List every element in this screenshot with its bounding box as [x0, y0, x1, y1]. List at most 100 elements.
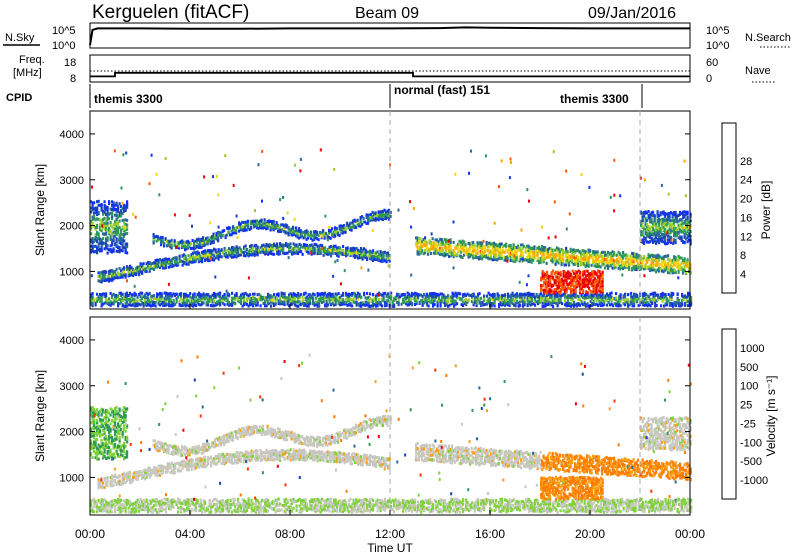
heatmap-cell	[96, 223, 99, 227]
heatmap-cell	[574, 276, 577, 280]
heatmap-cell	[595, 285, 598, 289]
heatmap-cell	[661, 299, 664, 303]
heatmap-cell	[537, 299, 540, 303]
heatmap-cell	[367, 213, 370, 217]
heatmap-cell	[267, 250, 270, 254]
heatmap-cell	[414, 294, 417, 298]
heatmap-cell	[337, 302, 340, 306]
nave-tick-bottom: 0	[706, 73, 712, 85]
heatmap-cell	[573, 276, 576, 280]
heatmap-cell	[186, 303, 189, 307]
heatmap-cell	[553, 298, 556, 302]
heatmap-cell	[583, 296, 586, 300]
heatmap-cell	[576, 278, 579, 282]
heatmap-cell	[259, 296, 262, 300]
heatmap-cell	[538, 299, 541, 303]
heatmap-cell	[670, 264, 673, 268]
heatmap-cell	[295, 229, 298, 233]
heatmap-cell	[202, 297, 205, 301]
heatmap-cell	[463, 244, 466, 248]
heatmap-cell	[261, 298, 264, 302]
heatmap-cell	[527, 260, 530, 264]
heatmap-cell	[234, 296, 237, 300]
heatmap-cell	[585, 277, 588, 281]
heatmap-cell	[391, 302, 394, 306]
heatmap-cell	[162, 301, 165, 304]
heatmap-cell	[202, 250, 205, 253]
heatmap-cell	[631, 259, 634, 263]
heatmap-cell	[446, 252, 449, 256]
heatmap-cell	[313, 230, 316, 234]
heatmap-cell	[683, 260, 686, 264]
heatmap-cell	[352, 297, 355, 301]
heatmap-cell	[478, 297, 481, 301]
heatmap-cell	[561, 302, 564, 306]
heatmap-cell	[647, 257, 650, 261]
heatmap-cell	[130, 268, 133, 272]
heatmap-cell	[142, 262, 145, 266]
heatmap-cell	[685, 271, 688, 275]
heatmap-cell	[597, 298, 600, 302]
heatmap-cell	[365, 213, 368, 217]
heatmap-cell	[148, 291, 151, 295]
heatmap-cell	[360, 295, 363, 299]
heatmap-cell	[105, 207, 108, 211]
heatmap-cell	[249, 244, 252, 248]
heatmap-cell	[126, 294, 129, 298]
heatmap-cell	[295, 243, 298, 247]
heatmap-cell	[593, 264, 596, 268]
heatmap-cell	[682, 298, 685, 302]
heatmap-cell	[683, 269, 686, 273]
heatmap-cell	[381, 259, 384, 263]
heatmap-cell	[508, 294, 511, 298]
heatmap-cell	[229, 250, 232, 254]
heatmap-cell	[340, 294, 343, 298]
heatmap-cell	[324, 251, 327, 255]
heatmap-cell	[153, 264, 156, 268]
heatmap-cell	[153, 294, 156, 298]
heatmap-cell	[340, 252, 343, 256]
heatmap-cell	[265, 244, 268, 248]
heatmap-cell	[619, 299, 622, 303]
heatmap-cell	[141, 297, 144, 300]
heatmap-cell	[619, 293, 622, 297]
heatmap-cell	[121, 267, 124, 271]
heatmap-cell	[604, 294, 607, 298]
heatmap-cell	[334, 230, 337, 234]
heatmap-cell	[536, 246, 539, 250]
heatmap-cell	[673, 300, 676, 304]
heatmap-cell	[292, 295, 295, 299]
heatmap-cell	[565, 275, 568, 278]
heatmap-cell	[244, 223, 247, 227]
heatmap-cell	[147, 296, 150, 300]
heatmap-cell	[564, 294, 567, 298]
heatmap-cell	[165, 291, 168, 295]
heatmap-cell	[352, 300, 355, 304]
heatmap-cell	[553, 293, 556, 297]
heatmap-cell	[120, 273, 123, 277]
heatmap-cell	[445, 242, 448, 246]
heatmap-cell	[291, 301, 294, 305]
heatmap-cell	[247, 296, 250, 300]
heatmap-cell	[586, 273, 589, 277]
heatmap-cell	[564, 278, 567, 282]
heatmap-cell	[336, 293, 339, 297]
heatmap-cell	[237, 297, 240, 301]
heatmap-cell	[469, 253, 472, 257]
heatmap-cell	[433, 303, 436, 307]
heatmap-cell	[301, 297, 304, 301]
heatmap-cell	[553, 255, 556, 259]
heatmap-cell	[257, 220, 260, 224]
heatmap-cell	[212, 236, 215, 240]
heatmap-cell	[360, 256, 363, 260]
heatmap-cell	[274, 302, 277, 306]
heatmap-cell	[490, 242, 493, 246]
heatmap-cell	[544, 288, 547, 292]
heatmap-cell	[190, 260, 193, 264]
heatmap-cell	[479, 252, 482, 256]
heatmap-cell	[598, 255, 601, 259]
heatmap-cell	[313, 246, 316, 250]
heatmap-cell	[540, 299, 543, 303]
heatmap-cell	[569, 259, 572, 263]
heatmap-cell	[316, 251, 319, 255]
